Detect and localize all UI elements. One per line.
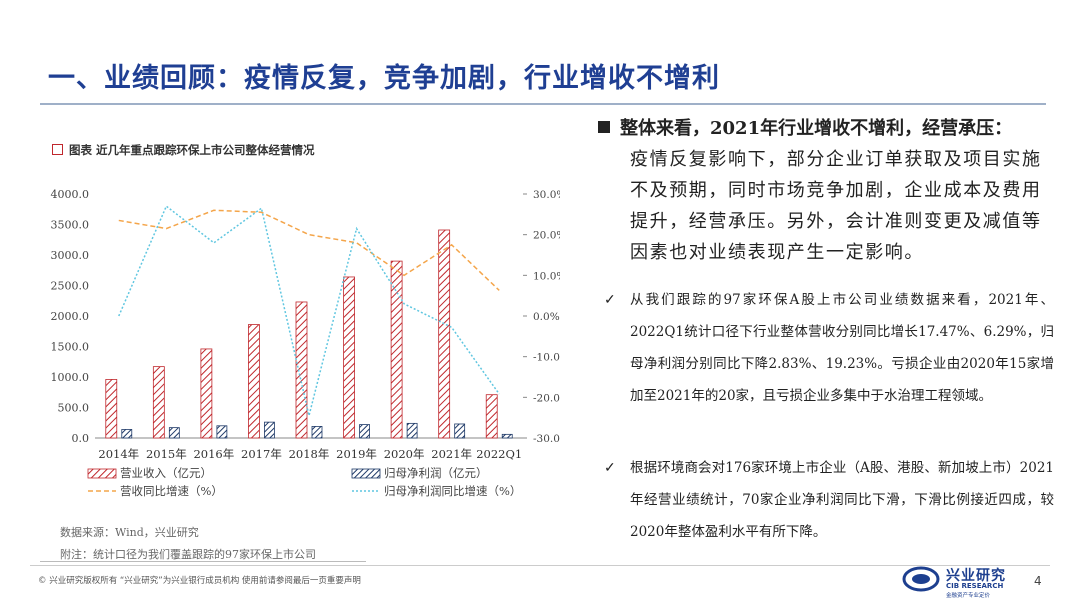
data-note: 附注：统计口径为我们覆盖跟踪的97家环保上市公司: [60, 548, 316, 561]
check-icon: ✓: [604, 460, 616, 476]
net-profit-bar: [454, 423, 466, 439]
legend-label: 营业收入（亿元）: [120, 466, 212, 480]
revenue-bar: [200, 348, 213, 439]
revenue-bar: [343, 276, 355, 439]
net-profit-bar: [121, 429, 133, 439]
square-bullet-icon: [598, 121, 610, 133]
legend-label: 归母净利润同比增速（%）: [384, 484, 521, 498]
net-profit-growth-line: [118, 205, 500, 416]
net-profit-bar: [264, 421, 275, 439]
data-source: 数据来源：Wind，兴业研究: [60, 526, 199, 539]
bullet-point-1: ✓ 从我们跟踪的97家环保A股上市公司业绩数据来看，2021年、2022Q1统计…: [604, 284, 1054, 412]
revenue-bar: [152, 366, 165, 439]
y-right-tick-label: 20.0%: [533, 230, 560, 242]
cib-research-logo: 兴业研究 CIB RESEARCH 金融资产专业定价: [902, 564, 1022, 600]
net-profit-bar: [311, 426, 323, 439]
x-tick-label: 2014年: [98, 447, 139, 461]
note-divider: [40, 561, 366, 562]
logo-cn: 兴业研究: [946, 568, 1006, 584]
y-left-tick-label: 3500.0: [51, 219, 90, 232]
bullet-point-1-text: 从我们跟踪的97家环保A股上市公司业绩数据来看，2021年、2022Q1统计口径…: [630, 292, 1054, 404]
figure-caption-text: 图表 近几年重点跟踪环保上市公司整体经营情况: [69, 143, 315, 157]
page-title: 一、业绩回顾：疫情反复，竞争加剧，行业增收不增利: [48, 63, 720, 94]
y-left-tick-label: 1000.0: [51, 371, 90, 384]
revenue-bar: [438, 229, 451, 439]
x-tick-label: 2017年: [241, 447, 282, 461]
revenue-bar: [248, 324, 260, 439]
y-left-tick-label: 2500.0: [51, 280, 90, 293]
x-tick-label: 2016年: [193, 447, 234, 461]
summary-body: 疫情反复影响下，部分企业订单获取及项目实施不及预期，同时市场竞争加剧，企业成本及…: [630, 149, 1042, 263]
bullet-point-2: ✓ 根据环境商会对176家环境上市企业（A股、港股、新加坡上市）2021年经营业…: [604, 452, 1054, 548]
x-tick-label: 2020年: [384, 447, 425, 461]
y-right-tick-label: 10.0%: [533, 270, 560, 282]
title-divider: [40, 103, 1046, 105]
legend-label: 营收同比增速（%）: [120, 484, 223, 498]
x-tick-label: 2019年: [336, 447, 377, 461]
summary-block: 整体来看，2021年行业增收不增利，经营承压： 疫情反复影响下，部分企业订单获取…: [598, 113, 1053, 268]
y-left-tick-label: 4000.0: [51, 188, 90, 201]
check-icon: ✓: [604, 292, 616, 308]
y-right-tick-label: -20.0%: [533, 392, 560, 404]
net-profit-bar: [406, 422, 418, 439]
revenue-growth-line: [118, 209, 500, 291]
logo-mark-icon: [902, 566, 940, 592]
revenue-bar: [105, 379, 118, 439]
legend-swatch: [87, 468, 117, 479]
revenue-bar: [295, 301, 308, 439]
legend-swatch: [351, 468, 381, 479]
y-left-tick-label: 2000.0: [51, 310, 90, 323]
y-left-tick-label: 0.0: [72, 432, 90, 445]
net-profit-bar: [359, 424, 370, 439]
revenue-bar: [485, 394, 498, 439]
x-tick-label: 2018年: [289, 447, 330, 461]
y-left-tick-label: 500.0: [58, 402, 90, 415]
logo-en: CIB RESEARCH: [946, 582, 1004, 590]
net-profit-bar: [216, 425, 228, 439]
summary-lead: 整体来看，2021年行业增收不增利，经营承压：: [620, 118, 1013, 139]
x-tick-label: 2022Q1: [476, 447, 522, 461]
y-right-tick-label: -30.0%: [533, 433, 560, 445]
legend-label: 归母净利润（亿元）: [384, 466, 488, 480]
y-right-tick-label: 0.0%: [533, 311, 560, 323]
page-number: 4: [1034, 574, 1042, 588]
revenue-bar: [390, 260, 403, 439]
business-performance-chart: 0.0 500.0 1000.0 1500.0 2000.0 2500.0 3000.0 35…: [51, 188, 561, 498]
y-left-tick-label: 3000.0: [51, 249, 90, 262]
x-tick-label: 2015年: [146, 447, 187, 461]
footer-divider: [30, 565, 1050, 566]
caption-square-icon: [52, 144, 63, 155]
logo-sub: 金融资产专业定价: [946, 593, 991, 599]
net-profit-bar: [168, 427, 180, 439]
y-right-tick-label: -10.0%: [533, 352, 560, 364]
net-profit-bar: [501, 433, 513, 439]
x-tick-label: 2021年: [431, 447, 472, 461]
figure-caption: 图表 近几年重点跟踪环保上市公司整体经营情况: [52, 142, 315, 158]
y-right-tick-label: 30.0%: [533, 189, 560, 201]
footer-disclaimer: © 兴业研究版权所有 “兴业研究”为兴业银行成员机构 使用前请参阅最后一页重要声…: [38, 576, 361, 586]
bullet-point-2-text: 根据环境商会对176家环境上市企业（A股、港股、新加坡上市）2021年经营业绩统…: [630, 460, 1054, 540]
y-left-tick-label: 1500.0: [51, 341, 90, 354]
